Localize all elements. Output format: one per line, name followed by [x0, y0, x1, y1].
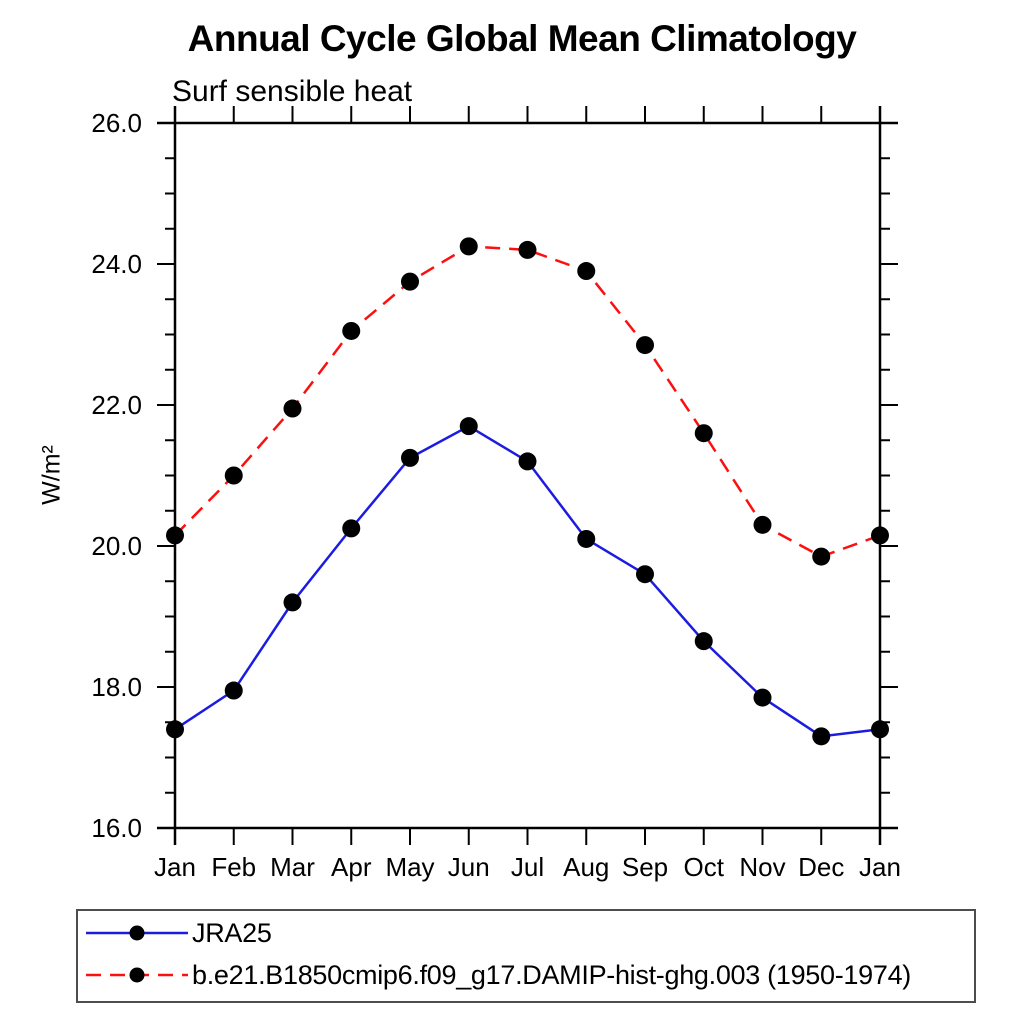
legend-item-model: b.e21.B1850cmip6.f09_g17.DAMIP-hist-ghg.… — [82, 955, 911, 995]
data-point — [224, 681, 243, 700]
x-tick-label: Oct — [684, 852, 725, 882]
x-tick-label: Sep — [622, 852, 668, 882]
x-tick-label: Dec — [798, 852, 844, 882]
legend-item-jra25: JRA25 — [82, 913, 272, 953]
data-point — [812, 727, 831, 746]
x-tick-label: Apr — [331, 852, 372, 882]
data-point — [871, 720, 889, 739]
data-point — [459, 237, 478, 256]
axes — [157, 106, 898, 845]
data-point — [459, 417, 478, 436]
legend-swatch-solid-line-dot-icon — [86, 925, 188, 941]
data-point — [636, 336, 654, 355]
legend: JRA25 b.e21.B1850cmip6.f09_g17.DAMIP-his… — [76, 909, 976, 1003]
x-tick-label: Feb — [211, 852, 256, 882]
series-jra25 — [166, 417, 889, 746]
x-tick-label: Jan — [154, 852, 196, 882]
data-point — [401, 272, 419, 291]
chart-title: Annual Cycle Global Mean Climatology — [187, 18, 857, 59]
data-point — [518, 452, 537, 471]
y-tick-label: 18.0 — [91, 672, 142, 702]
data-point — [694, 424, 713, 443]
data-point — [518, 240, 537, 259]
data-point — [694, 632, 713, 651]
data-point — [283, 399, 302, 418]
data-point — [871, 526, 889, 545]
series-model — [166, 237, 889, 566]
data-point — [577, 529, 596, 548]
y-tick-label: 16.0 — [91, 813, 142, 843]
x-tick-label: Jun — [448, 852, 490, 882]
data-point — [224, 466, 243, 485]
data-point — [753, 515, 772, 534]
x-tick-label: May — [385, 852, 434, 882]
x-tick-label: Jul — [511, 852, 544, 882]
data-point — [342, 321, 361, 340]
data-point — [342, 519, 361, 538]
chart-subtitle: Surf sensible heat — [172, 75, 413, 108]
data-point — [636, 565, 654, 584]
axis-tick-labels: 16.0 18.0 20.0 22.0 24.0 26.0 Jan Feb Mar Apr May J… — [91, 108, 901, 882]
data-point — [401, 448, 419, 467]
x-tick-label: Jan — [859, 852, 901, 882]
x-tick-label: Nov — [739, 852, 785, 882]
legend-label-jra25: JRA25 — [192, 917, 272, 948]
y-tick-label: 24.0 — [91, 249, 142, 279]
x-tick-label: Mar — [270, 852, 315, 882]
data-point — [812, 547, 831, 566]
legend-swatch-dashed-line-dot-icon — [86, 967, 188, 983]
data-point — [283, 593, 302, 612]
data-point — [577, 262, 596, 281]
data-point — [166, 720, 184, 739]
y-tick-label: 26.0 — [91, 108, 142, 138]
ticks — [157, 106, 898, 845]
y-tick-label: 22.0 — [91, 390, 142, 420]
legend-label-model: b.e21.B1850cmip6.f09_g17.DAMIP-hist-ghg.… — [192, 959, 911, 990]
y-tick-label: 20.0 — [91, 531, 142, 561]
data-point — [753, 688, 772, 707]
data-point — [166, 526, 184, 545]
x-tick-label: Aug — [563, 852, 609, 882]
